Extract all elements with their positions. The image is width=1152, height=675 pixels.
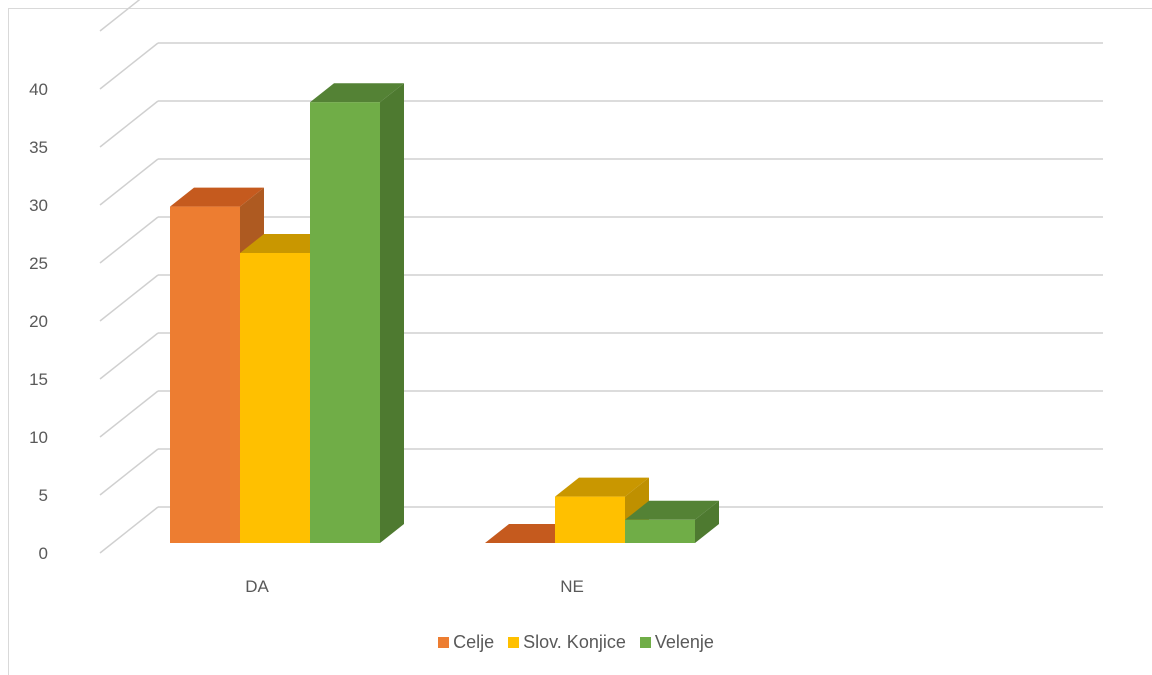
chart-area bbox=[8, 8, 1152, 675]
y-tick-label: 40 bbox=[29, 80, 48, 99]
legend: Celje Slov. Konjice Velenje bbox=[0, 632, 1152, 653]
legend-item: Celje bbox=[438, 632, 494, 653]
y-tick-label: 5 bbox=[39, 486, 48, 505]
x-category-label: NE bbox=[560, 577, 584, 596]
y-axis-ticks: 0 5 10 15 20 25 30 35 40 bbox=[29, 80, 48, 563]
bar-velenje-da bbox=[310, 83, 404, 543]
legend-item: Slov. Konjice bbox=[508, 632, 626, 653]
y-tick-label: 35 bbox=[29, 138, 48, 157]
legend-label: Velenje bbox=[654, 632, 714, 652]
y-tick-label: 15 bbox=[29, 370, 48, 389]
legend-label: Slov. Konjice bbox=[523, 632, 626, 652]
legend-item: Velenje bbox=[639, 632, 714, 653]
bars bbox=[170, 83, 719, 543]
gridline bbox=[99, 100, 1103, 148]
bar-velenje-ne bbox=[625, 500, 719, 543]
legend-swatch bbox=[508, 637, 520, 648]
y-tick-label: 0 bbox=[39, 544, 48, 563]
legend-label: Celje bbox=[453, 632, 495, 652]
y-tick-label: 20 bbox=[29, 312, 48, 331]
y-tick-label: 10 bbox=[29, 428, 48, 447]
x-category-label: DA bbox=[245, 577, 269, 596]
legend-swatch bbox=[438, 637, 450, 648]
y-tick-label: 25 bbox=[29, 254, 48, 273]
gridline bbox=[99, 0, 141, 32]
gridline bbox=[99, 42, 1103, 90]
y-tick-label: 30 bbox=[29, 196, 48, 215]
legend-swatch bbox=[639, 637, 651, 648]
x-axis-labels: DA NE bbox=[245, 577, 584, 596]
